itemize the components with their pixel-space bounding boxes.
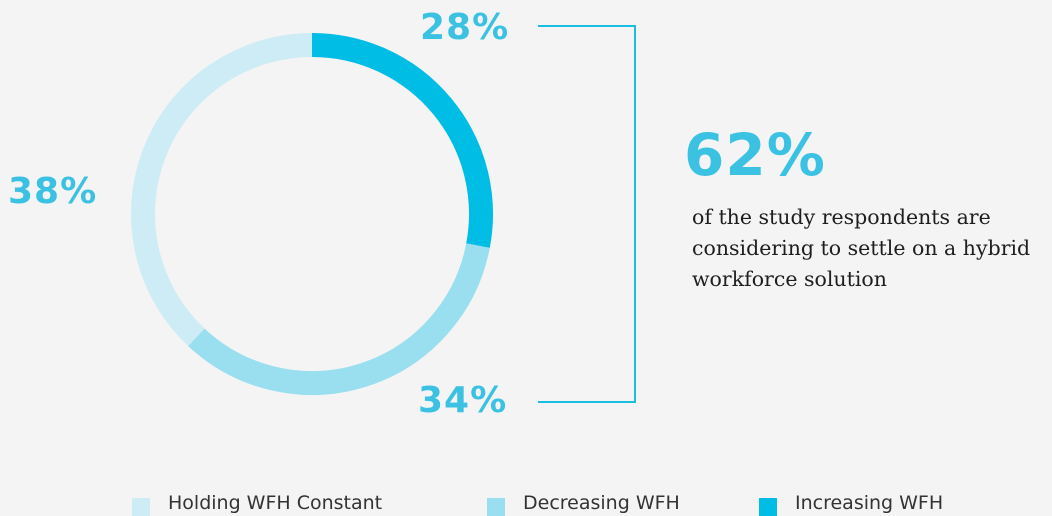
legend-swatch-holding <box>132 498 150 516</box>
data-label-increasing: 28% <box>420 7 510 48</box>
legend-swatch-decreasing <box>487 498 505 516</box>
legend-item-increasing: Increasing WFH <box>759 484 944 516</box>
donut-slice-holding <box>131 33 313 346</box>
legend-item-holding: Holding WFH Constant <box>132 484 383 516</box>
bracket-bottom-line <box>538 401 636 403</box>
legend-label-decreasing: Decreasing WFH <box>523 492 680 514</box>
legend-label-increasing: Increasing WFH <box>795 492 944 514</box>
legend-label-holding: Holding WFH Constant <box>168 492 383 514</box>
bracket-top-line <box>538 25 636 27</box>
data-label-decreasing: 34% <box>418 380 508 421</box>
donut-slice-decreasing <box>188 243 490 395</box>
legend: Holding WFH Constant Decreasing WFH Incr… <box>0 484 1052 516</box>
donut-slice-increasing <box>311 33 493 248</box>
callout-text: of the study respondents are considering… <box>692 205 1031 291</box>
data-label-holding: 38% <box>8 171 98 212</box>
bracket-vertical-line <box>634 25 636 403</box>
legend-item-decreasing: Decreasing WFH <box>487 484 680 516</box>
donut-chart <box>131 33 493 395</box>
legend-swatch-increasing <box>759 498 777 516</box>
callout-value: 62% <box>684 121 826 189</box>
